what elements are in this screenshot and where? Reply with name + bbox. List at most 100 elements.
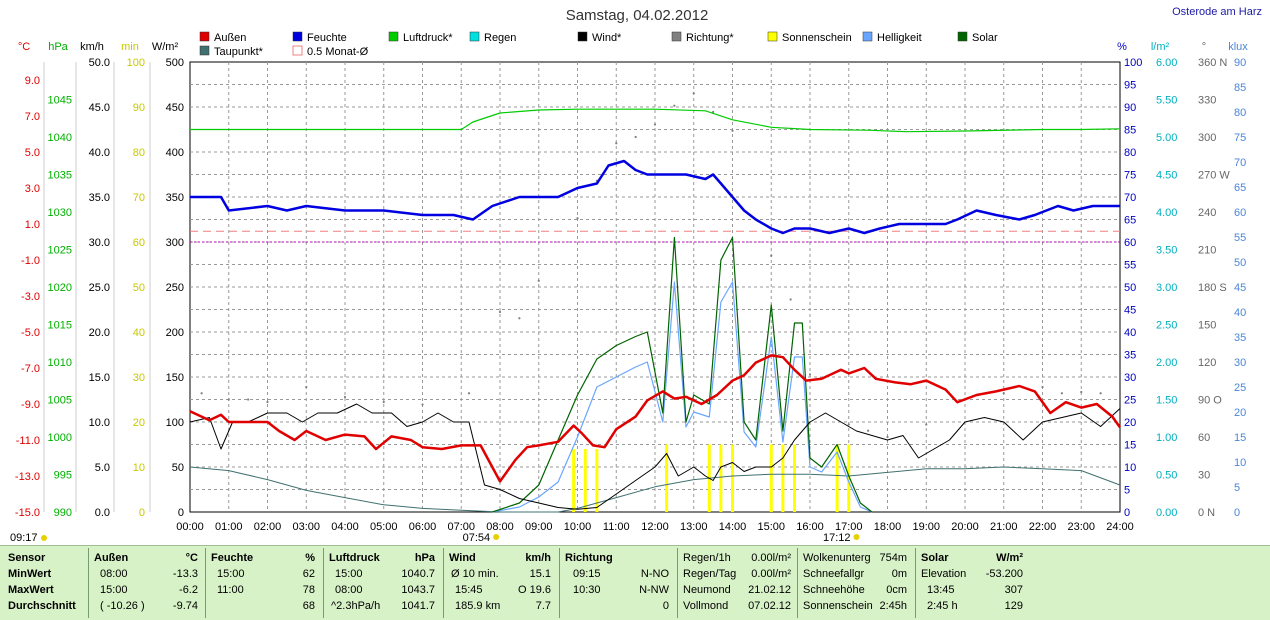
- direction-dot: [518, 317, 521, 320]
- y-tick-hpa: 1010: [48, 357, 72, 369]
- direction-dot: [1041, 385, 1044, 389]
- location-label: Osterode am Harz: [1172, 6, 1262, 18]
- y-tick-temp: -5.0: [21, 327, 40, 339]
- sun-icon: [41, 535, 47, 541]
- sunshine-bar: [595, 449, 599, 512]
- elevation-value: -53.200: [985, 568, 1023, 580]
- richtung-min-value: N-NO: [640, 568, 669, 580]
- direction-dot: [867, 429, 870, 432]
- x-tick-label: 16:00: [796, 521, 824, 533]
- y-tick-temp: 5.0: [25, 147, 40, 159]
- y-tick-wm2: 400: [166, 147, 184, 159]
- sunshine-bar: [847, 444, 851, 512]
- daybreak-label: 09:17: [10, 532, 38, 544]
- luftdruck-avg-value: 1041.7: [401, 600, 435, 612]
- y-tick-klux: 40: [1234, 307, 1246, 319]
- y-tick-temp: -7.0: [21, 363, 40, 375]
- legend-swatch: [671, 31, 682, 42]
- legend-label: Regen: [484, 32, 516, 44]
- y-tick-deg: 180 S: [1198, 282, 1227, 294]
- direction-dot: [886, 435, 889, 439]
- legend-label: Sonnenschein: [782, 32, 852, 44]
- sunshine-bar: [665, 444, 669, 512]
- y-tick-klux: 70: [1234, 157, 1246, 169]
- y-tick-lm2: 0.00: [1156, 507, 1177, 519]
- header-aussen: Außen: [94, 552, 129, 564]
- aussen-max-time: 15:00: [100, 584, 128, 596]
- x-tick-label: 06:00: [409, 521, 437, 533]
- unit-pct: %: [1117, 41, 1127, 53]
- x-tick-label: 04:00: [331, 521, 359, 533]
- y-tick-temp: -3.0: [21, 291, 40, 303]
- y-tick-klux: 80: [1234, 107, 1246, 119]
- richtung-column: Richtung 09:15 N-NO 10:30 N-NW 0: [565, 550, 673, 618]
- legend-label: Luftdruck*: [403, 32, 453, 44]
- y-tick-deg: 360 N: [1198, 57, 1227, 69]
- y-tick-min: 60: [133, 237, 145, 249]
- x-tick-label: 03:00: [292, 521, 320, 533]
- y-tick-kmh: 25.0: [89, 282, 110, 294]
- y-tick-kmh: 30.0: [89, 237, 110, 249]
- y-tick-pct: 20: [1124, 417, 1136, 429]
- header-wind-unit: km/h: [525, 552, 551, 564]
- wind-min-label: Ø 10 min.: [451, 568, 499, 580]
- x-tick-label: 01:00: [215, 521, 243, 533]
- x-tick-label: 11:00: [603, 521, 630, 533]
- legend-swatch: [577, 31, 588, 42]
- y-tick-temp: -9.0: [21, 399, 40, 411]
- unit-klux: klux: [1228, 41, 1248, 53]
- y-tick-pct: 75: [1124, 170, 1136, 182]
- x-tick-label: 00:00: [176, 521, 204, 533]
- sunset-label: 17:12: [823, 532, 851, 544]
- y-tick-deg: 90 O: [1198, 395, 1222, 407]
- y-tick-wm2: 500: [166, 57, 184, 69]
- y-tick-lm2: 3.00: [1156, 282, 1177, 294]
- legend-label: Außen: [214, 32, 246, 44]
- newmoon-label: Neumond: [683, 584, 731, 596]
- legend-label: Solar: [972, 32, 998, 44]
- y-tick-deg: 60: [1198, 432, 1210, 444]
- y-tick-wm2: 100: [166, 417, 184, 429]
- y-tick-pct: 15: [1124, 440, 1136, 452]
- series-luftdruck: [190, 108, 1121, 133]
- y-tick-lm2: 1.50: [1156, 395, 1177, 407]
- y-tick-deg: 270 W: [1198, 170, 1230, 182]
- direction-dot: [634, 135, 637, 139]
- direction-dot: [537, 279, 540, 282]
- misc-column: Wolkenunterg 754m Schneefallgr 0m Schnee…: [803, 550, 911, 618]
- x-tick-label: 15:00: [757, 521, 785, 533]
- y-tick-deg: 0 N: [1198, 507, 1215, 519]
- elevation-label: Elevation: [921, 568, 967, 580]
- direction-dot: [247, 398, 250, 401]
- y-tick-hpa: 1005: [48, 395, 72, 407]
- unit-temp: °C: [18, 41, 30, 53]
- y-tick-hpa: 1020: [48, 282, 72, 294]
- y-tick-klux: 60: [1234, 207, 1246, 219]
- direction-dot: [712, 110, 715, 114]
- x-tick-label: 20:00: [951, 521, 979, 533]
- y-tick-klux: 25: [1234, 382, 1246, 394]
- plot-area: [189, 61, 1122, 513]
- sunshine-bar: [769, 444, 773, 512]
- y-tick-pct: 65: [1124, 215, 1136, 227]
- newmoon-value: 21.02.12: [748, 584, 791, 596]
- direction-dot: [692, 92, 695, 95]
- row-label-max: MaxWert: [8, 584, 54, 596]
- y-tick-min: 50: [133, 282, 145, 294]
- feuchte-min-time: 15:00: [217, 568, 245, 580]
- direction-dot: [673, 104, 676, 107]
- sunrise-label: 07:54: [463, 532, 491, 544]
- y-tick-pct: 30: [1124, 372, 1136, 384]
- axes: 9.0 7.0 5.0 3.0 1.0 -1.0 -3.0 -5.0 -7.0 -9.0 -11.0…: [15, 41, 1248, 519]
- feuchte-column: Feuchte % 15:00 62 11:00 78 68: [211, 550, 319, 618]
- y-tick-lm2: 5.00: [1156, 132, 1177, 144]
- cloud-label: Wolkenunterg: [803, 552, 871, 564]
- x-tick-label: 12:00: [641, 521, 669, 533]
- series-helligkeit: [492, 281, 873, 513]
- y-tick-kmh: 45.0: [89, 102, 110, 114]
- y-tick-wm2: 450: [166, 102, 184, 114]
- stats-panel: Sensor MinWert MaxWert Durchschnitt Auße…: [0, 545, 1270, 620]
- y-tick-temp: -11.0: [16, 435, 40, 447]
- x-tick-label: 08:00: [486, 521, 514, 533]
- wind-avg-value: 7.7: [535, 600, 551, 612]
